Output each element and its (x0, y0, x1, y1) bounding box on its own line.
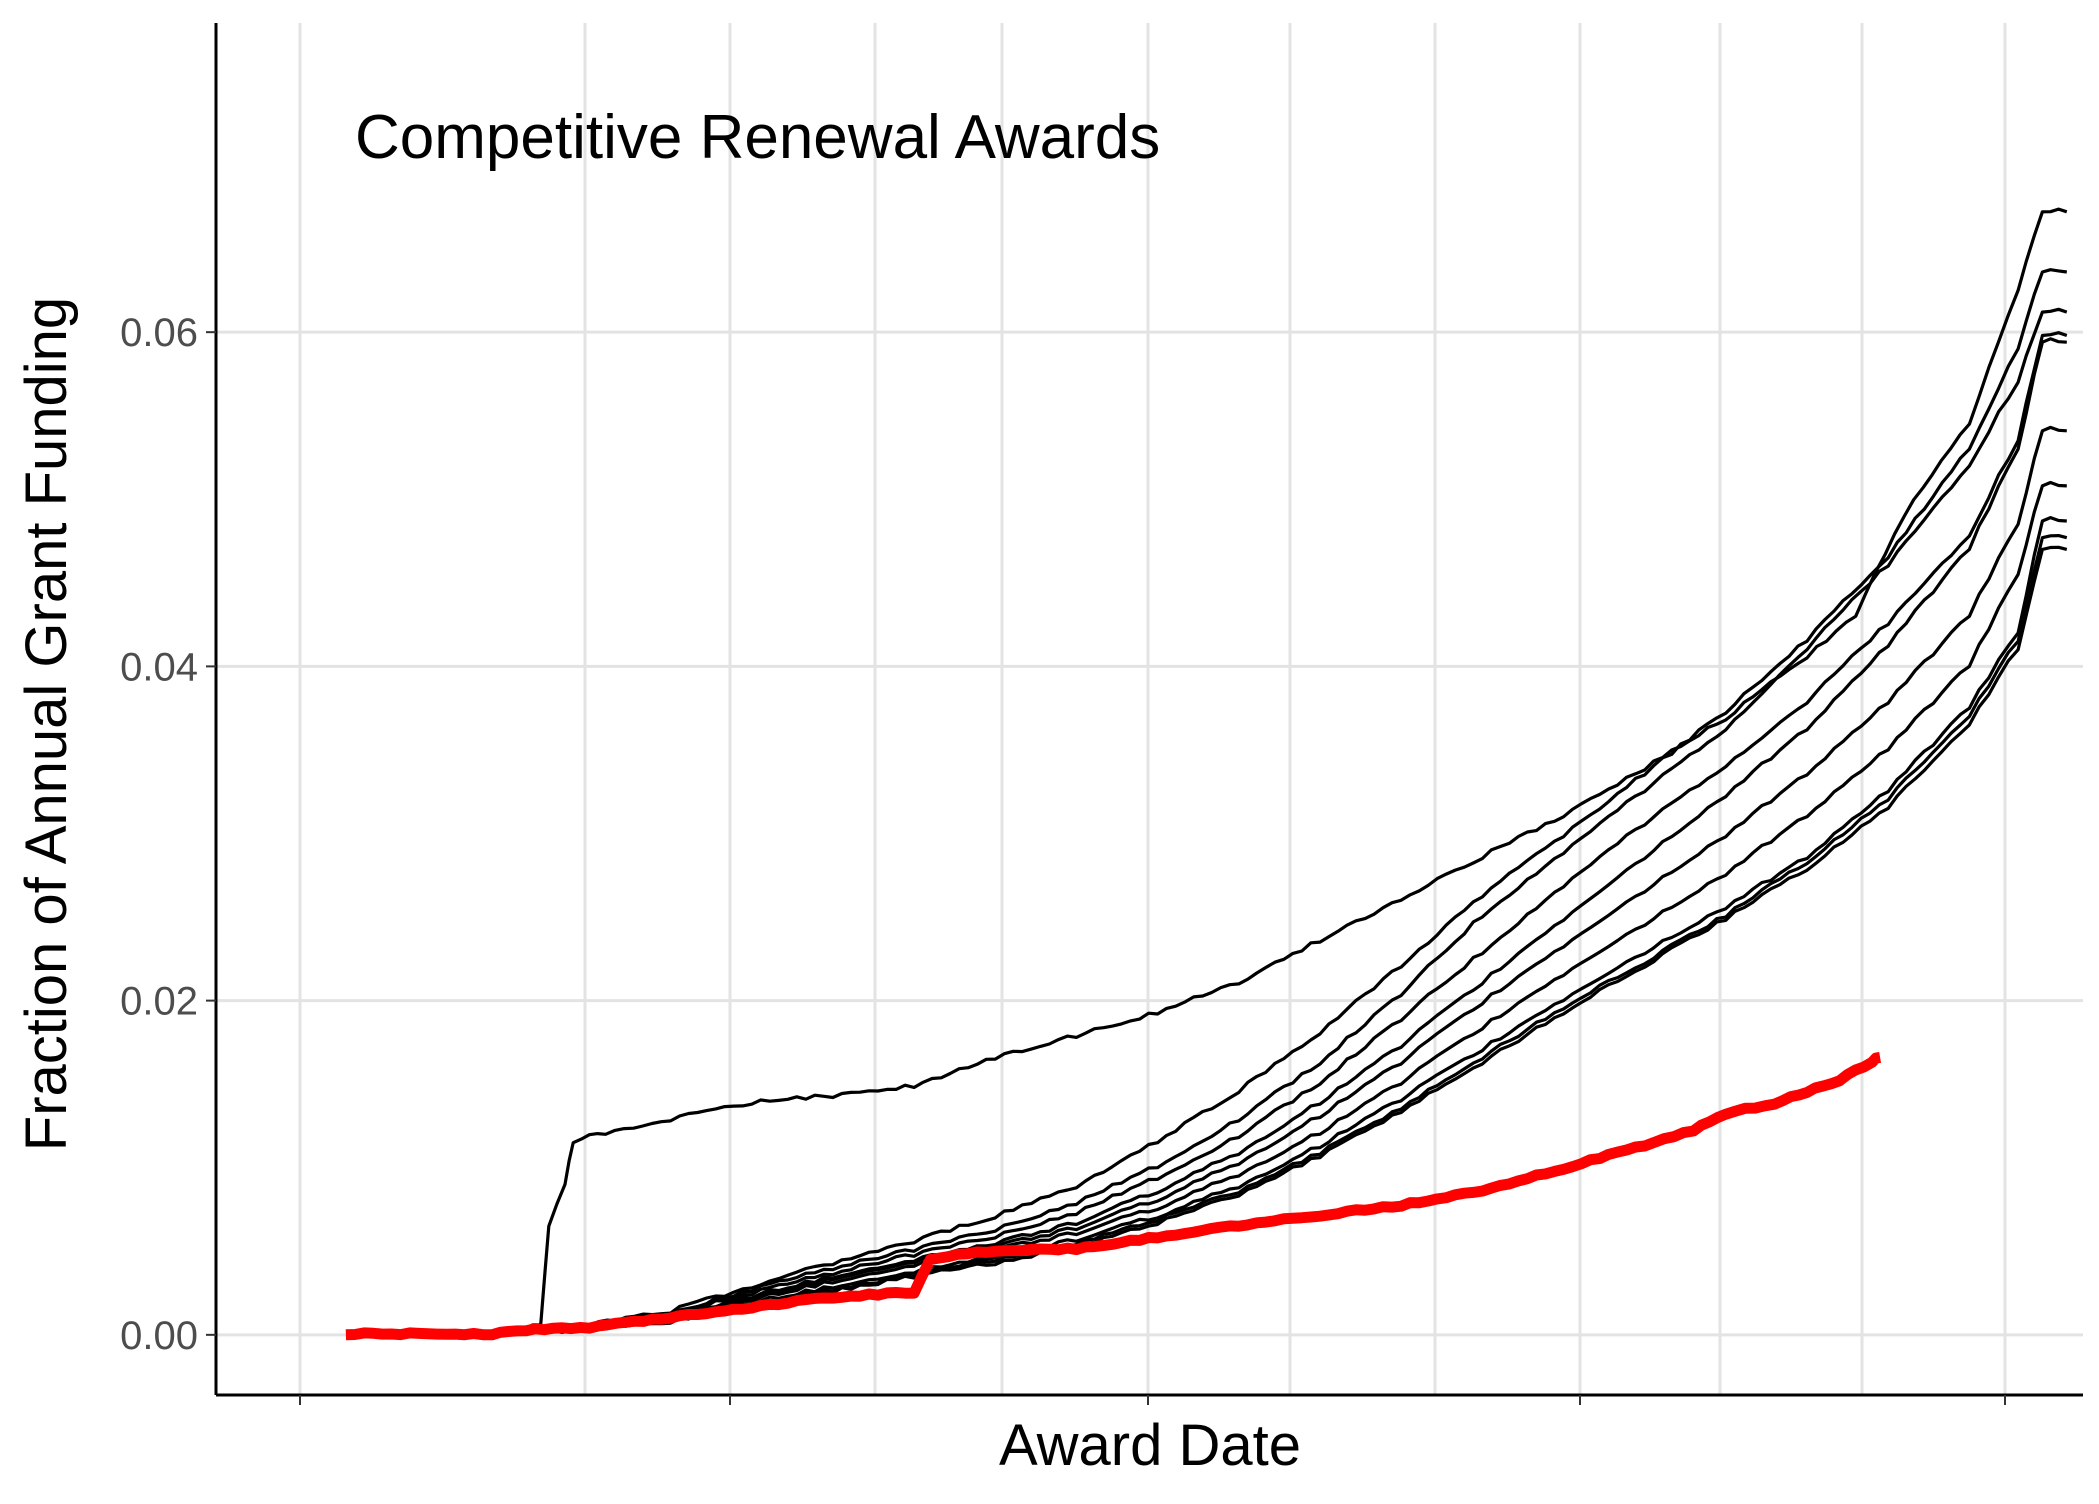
y-tick-label: 0.02 (120, 980, 198, 1024)
series-group (345, 207, 2068, 1341)
series-line-historical (507, 307, 2068, 1337)
x-axis-title: Award Date (999, 1413, 1301, 1478)
series-line-historical (507, 207, 2068, 1337)
series-line-historical (507, 516, 2067, 1337)
y-axis-title: Fraction of Annual Grant Funding (14, 297, 79, 1151)
series-line-current (345, 1051, 1882, 1341)
series-line-historical (507, 268, 2068, 1337)
grid (216, 23, 2083, 1395)
series-line-historical (507, 480, 2067, 1337)
chart-title: Competitive Renewal Awards (355, 103, 1160, 172)
axes (214, 23, 2083, 1397)
series-line-historical (507, 425, 2067, 1337)
tick-labels: 0.00 0.02 0.04 0.06 (120, 311, 2006, 1405)
y-tick-label: 0.00 (120, 1314, 198, 1358)
series-line-historical (507, 331, 2068, 1337)
y-tick-label: 0.04 (120, 645, 198, 689)
y-tick-label: 0.06 (120, 311, 198, 355)
